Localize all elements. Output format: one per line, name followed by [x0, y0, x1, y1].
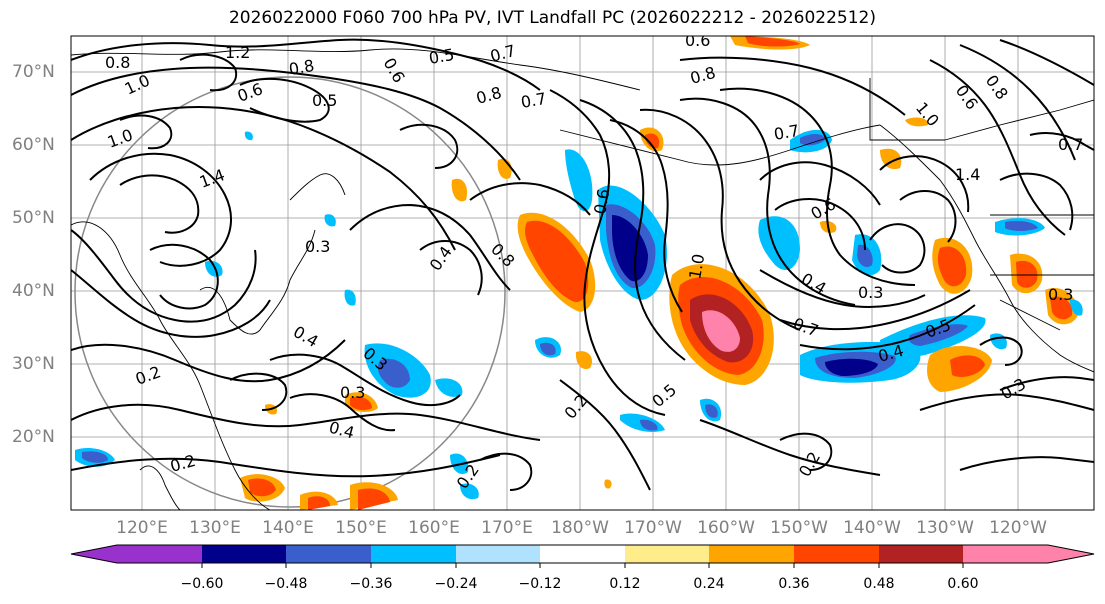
lon-label: 140°W	[843, 518, 901, 538]
colorbar-segment	[794, 545, 879, 563]
colorbar-segment	[540, 545, 625, 563]
lat-label: 70°N	[12, 62, 55, 82]
contour-label: 0.3	[305, 237, 330, 256]
pv-contours	[71, 38, 1094, 491]
lon-label: 120°E	[116, 518, 168, 538]
lon-label: 140°E	[262, 518, 314, 538]
contour-label: 1.0	[685, 252, 708, 280]
map-title: 2026022000 F060 700 hPa PV, IVT Landfall…	[228, 8, 876, 28]
contour-label: 0.8	[105, 53, 130, 72]
contour-label: 0.3	[858, 283, 883, 302]
range-circle	[74, 76, 506, 508]
ivt-anomaly-shading	[75, 36, 1083, 510]
lat-label: 60°N	[12, 135, 55, 155]
colorbar-segment	[286, 545, 371, 563]
colorbar-segment	[117, 545, 202, 563]
colorbar-tick-label: −0.48	[264, 576, 308, 592]
colorbar-arrow-high	[1048, 545, 1094, 563]
colorbar-segment	[371, 545, 456, 563]
lon-label: 170°E	[481, 518, 533, 538]
colorbar-tick-label: −0.12	[518, 576, 562, 592]
contour-label: 0.6	[685, 31, 710, 50]
gridlines	[71, 36, 1094, 510]
colorbar	[70, 544, 1095, 568]
contour-label: 0.5	[427, 45, 455, 68]
contour-label: 1.2	[225, 43, 250, 62]
colorbar-segment	[963, 545, 1048, 563]
lat-label: 30°N	[12, 354, 55, 374]
lon-label: 150°E	[335, 518, 387, 538]
contour-label: 0.7	[519, 89, 547, 112]
lat-label: 20°N	[12, 427, 55, 447]
colorbar-segment	[202, 545, 286, 563]
colorbar-arrow-low	[71, 545, 117, 563]
colorbar-segment	[456, 545, 540, 563]
colorbar-segment	[709, 545, 794, 563]
contour-label: 0.6	[590, 187, 613, 215]
colorbar-segment	[625, 545, 709, 563]
colorbar-tick-label: −0.24	[434, 576, 478, 592]
lon-label: 130°E	[189, 518, 241, 538]
lon-label: 180°W	[551, 518, 609, 538]
coastlines	[71, 48, 1094, 510]
contour-label: 0.3	[1048, 285, 1073, 304]
contour-label: 0.3	[340, 383, 365, 402]
lon-label: 150°W	[770, 518, 828, 538]
map-frame	[70, 35, 1095, 511]
colorbar-tick-label: −0.36	[349, 576, 393, 592]
colorbar-tick-label: 0.12	[609, 576, 641, 592]
lon-label: 130°W	[916, 518, 974, 538]
contour-label: 0.8	[287, 56, 315, 79]
lat-label: 40°N	[12, 281, 55, 301]
contour-label: 0.5	[312, 91, 337, 110]
lon-label: 120°W	[989, 518, 1047, 538]
contour-label: 1.4	[955, 165, 980, 184]
colorbar-tick-label: 0.24	[693, 576, 725, 592]
colorbar-tick-label: 0.36	[778, 576, 810, 592]
colorbar-tick-label: 0.48	[863, 576, 895, 592]
lat-label: 50°N	[12, 208, 55, 228]
colorbar-tick-label: 0.60	[947, 576, 979, 592]
colorbar-tick-label: −0.60	[180, 576, 224, 592]
lon-label: 160°E	[408, 518, 460, 538]
contour-label: 0.7	[772, 121, 800, 144]
lon-label: 170°W	[624, 518, 682, 538]
colorbar-segment	[879, 545, 963, 563]
colorbar-outline	[70, 544, 1095, 564]
contour-label: 0.7	[1058, 135, 1083, 154]
lon-label: 160°W	[697, 518, 755, 538]
